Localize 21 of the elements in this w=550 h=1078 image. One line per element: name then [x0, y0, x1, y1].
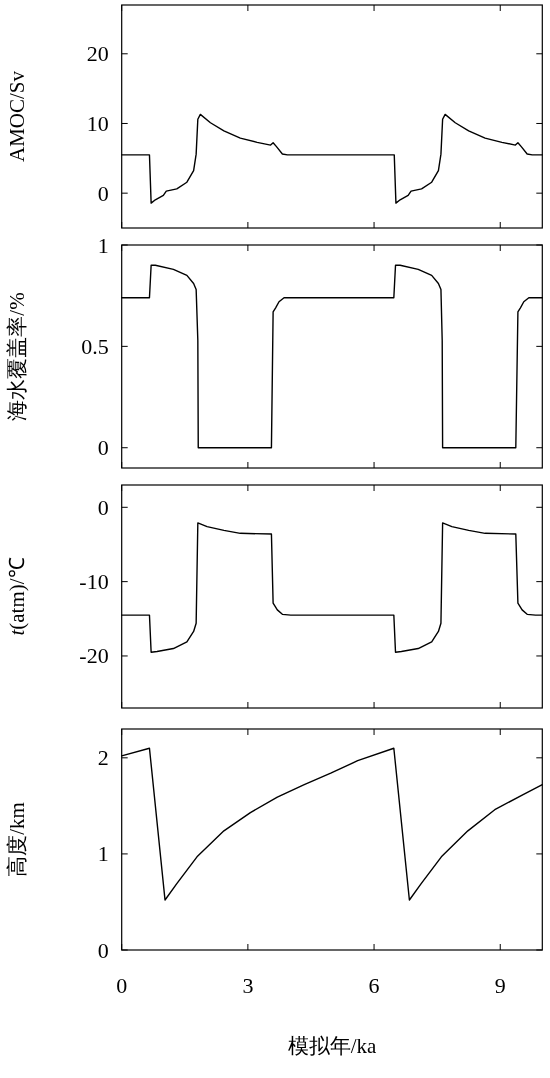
y-tick-label: -10	[79, 569, 109, 595]
x-tick-label: 9	[494, 973, 506, 998]
y-axis-title: 海水覆盖率/%	[5, 292, 29, 421]
y-tick-label: 1	[97, 232, 109, 258]
y-tick-label: 1	[97, 841, 109, 867]
y-tick-label: 2	[97, 745, 109, 771]
y-tick-label: 20	[86, 41, 109, 67]
y-tick-label: 0	[97, 494, 109, 520]
y-tick-label: 0	[97, 937, 109, 963]
y-axis-title: 高度/km	[5, 802, 29, 877]
y-tick-label: 0	[97, 180, 109, 206]
x-axis-title: 模拟年/ka	[287, 1034, 378, 1058]
y-axis-title: AMOC/Sv	[5, 70, 29, 163]
x-tick-label: 6	[368, 973, 380, 998]
y-axis-title: t(atm)/℃	[5, 557, 29, 636]
x-tick-label: 0	[116, 973, 128, 998]
y-tick-label: 10	[86, 110, 109, 136]
y-tick-label: 0	[97, 435, 109, 461]
y-tick-label: -20	[79, 643, 109, 669]
x-tick-label: 3	[242, 973, 254, 998]
y-tick-label: 0.5	[81, 333, 109, 359]
